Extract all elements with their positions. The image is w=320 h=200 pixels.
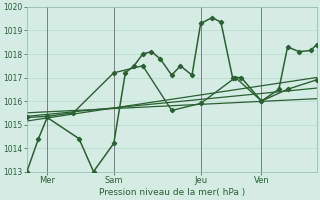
X-axis label: Pression niveau de la mer( hPa ): Pression niveau de la mer( hPa ) bbox=[99, 188, 245, 197]
